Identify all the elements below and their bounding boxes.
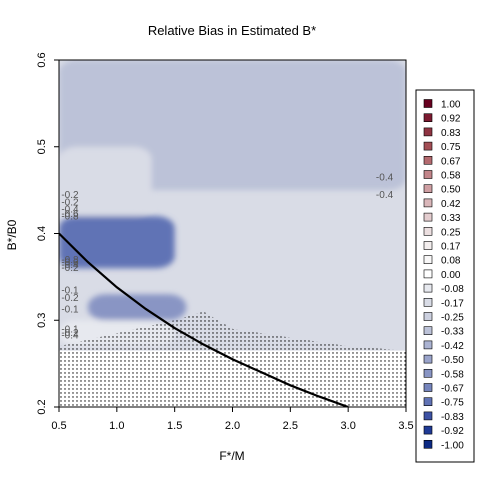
legend-swatch (423, 241, 433, 250)
legend-label: 0.67 (441, 156, 461, 167)
contour-label: -0.1 (61, 324, 79, 335)
legend-swatch (423, 113, 433, 122)
legend-label: -0.33 (441, 327, 464, 338)
legend-swatch (423, 99, 433, 108)
contour-label: -0.1 (61, 285, 79, 296)
legend-swatch (423, 212, 433, 222)
legend-label: 0.08 (441, 256, 461, 267)
y-tick-label: 0.4 (36, 226, 48, 241)
x-tick-label: 1.0 (109, 420, 124, 432)
legend-swatch (423, 255, 433, 264)
y-axis-label: B*/B0 (5, 219, 19, 250)
contour-label: -0.2 (61, 190, 79, 201)
contour-label: -0.4 (61, 205, 79, 216)
legend-swatch (423, 198, 433, 208)
legend-swatch (423, 368, 433, 378)
contour-label: -0.6 (61, 258, 79, 269)
legend-label: -0.08 (441, 284, 464, 295)
x-tick-label: 2.5 (283, 420, 298, 432)
legend-swatch (423, 227, 433, 236)
x-tick-label: 1.5 (167, 420, 182, 432)
legend-swatch (423, 283, 433, 293)
legend-swatch (423, 184, 433, 193)
legend-label: -0.25 (441, 313, 464, 324)
contour-label: -0.1 (61, 304, 79, 315)
reference-curve (59, 232, 349, 407)
heatmap-region (87, 294, 187, 321)
chart-title: Relative Bias in Estimated B* (148, 23, 316, 38)
legend-label: -0.92 (441, 426, 464, 437)
legend-swatch (423, 397, 433, 407)
x-tick-label: 3.0 (341, 420, 356, 432)
y-tick-label: 0.3 (36, 313, 48, 328)
legend-label: 0.50 (441, 185, 461, 196)
x-axis: 0.5 1.0 1.5 2.0 2.5 3.0 3.5 (51, 407, 414, 432)
legend-swatch (423, 312, 433, 321)
y-tick-label: 0.5 (36, 139, 48, 154)
legend-swatch (423, 425, 433, 435)
legend-label: 0.42 (441, 199, 461, 210)
heatmap-region (59, 146, 152, 217)
legend-label: 0.25 (441, 227, 461, 238)
legend-swatch (423, 297, 433, 307)
legend-label: 0.17 (441, 242, 461, 253)
contour-labels: -0.2-0.2-0.4-0.6-0.8-0.8-0.6-0.4-0.2-0.1… (61, 173, 393, 342)
legend-label: -0.67 (441, 384, 464, 395)
legend-swatch (423, 127, 433, 137)
contour-label: -0.8 (61, 255, 79, 266)
contour-label: -0.4 (61, 330, 79, 341)
legend-swatch (423, 439, 433, 449)
x-axis-label: F*/M (219, 449, 244, 463)
plot-area: -0.2-0.2-0.4-0.6-0.8-0.8-0.6-0.4-0.2-0.1… (59, 60, 406, 407)
legend-swatch (423, 326, 433, 336)
contour-label: -0.6 (61, 209, 79, 220)
legend-label: 0.92 (441, 114, 461, 125)
contour-label: -0.8 (61, 212, 79, 223)
legend-label: -0.42 (441, 341, 464, 352)
contour-label: -0.4 (376, 190, 394, 201)
legend-label: -0.75 (441, 398, 464, 409)
contour-label: -0.4 (376, 173, 394, 184)
legend-swatch (423, 383, 433, 392)
legend-label: 0.00 (441, 270, 461, 281)
contour-label: -0.4 (61, 260, 79, 271)
legend: 1.00 0.92 0.83 0.75 0.67 0.58 0.50 0.42 0.33 0.25… (415, 89, 475, 463)
y-tick-label: 0.6 (36, 52, 48, 67)
contour-label: -0.2 (61, 293, 79, 304)
y-axis: 0.2 0.3 0.4 0.5 0.6 (36, 52, 59, 415)
legend-label: -0.58 (441, 369, 464, 380)
contour-label: -0.2 (61, 328, 79, 339)
legend-swatch (423, 141, 433, 151)
legend-label: 0.83 (441, 128, 461, 139)
legend-swatch (423, 340, 433, 350)
x-tick-label: 0.5 (51, 420, 66, 432)
y-tick-label: 0.2 (36, 399, 48, 414)
legend-label: -1.00 (441, 440, 464, 451)
legend-label: -0.50 (441, 355, 464, 366)
contour-label: -0.2 (61, 198, 79, 209)
heatmap-region (59, 216, 175, 269)
legend-swatch (423, 156, 433, 165)
x-tick-label: 3.5 (398, 420, 413, 432)
legend-label: 0.75 (441, 142, 461, 153)
legend-label: 1.00 (441, 100, 461, 111)
legend-swatch (423, 269, 433, 279)
legend-label: -0.17 (441, 298, 464, 309)
contour-label: -0.2 (61, 263, 79, 274)
legend-label: -0.83 (441, 412, 464, 423)
legend-swatch (423, 170, 433, 179)
legend-swatch (423, 411, 433, 421)
legend-swatch (423, 354, 433, 364)
x-tick-label: 2.0 (225, 420, 240, 432)
legend-label: 0.58 (441, 171, 461, 182)
legend-label: 0.33 (441, 213, 461, 224)
